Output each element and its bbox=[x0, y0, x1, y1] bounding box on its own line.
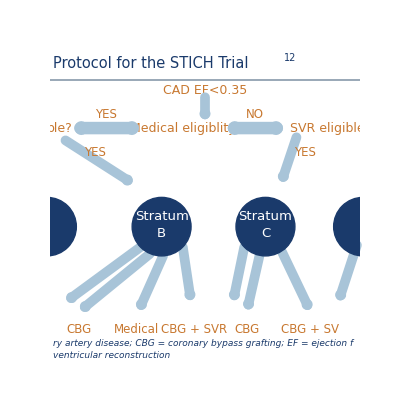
Text: ry artery disease; CBG = coronary bypass grafting; EF = ejection f
ventricular r: ry artery disease; CBG = coronary bypass… bbox=[53, 339, 353, 360]
Text: CBG: CBG bbox=[234, 323, 260, 336]
Text: Stratum
B: Stratum B bbox=[135, 210, 188, 240]
Text: Protocol for the STICH Trial: Protocol for the STICH Trial bbox=[53, 56, 249, 71]
Text: YES: YES bbox=[294, 146, 316, 159]
Text: CBG + SV: CBG + SV bbox=[281, 323, 339, 336]
Circle shape bbox=[132, 197, 191, 256]
Text: Medical eligiblity: Medical eligiblity bbox=[130, 122, 236, 134]
Text: CAD EF<0.35: CAD EF<0.35 bbox=[163, 84, 247, 97]
Text: CBG: CBG bbox=[67, 323, 92, 336]
Text: YES: YES bbox=[84, 146, 106, 159]
Text: SVR eligible?: SVR eligible? bbox=[290, 122, 372, 134]
Text: CBG + SVR: CBG + SVR bbox=[161, 323, 227, 336]
Text: Stratum
C: Stratum C bbox=[238, 210, 292, 240]
Text: 12: 12 bbox=[284, 53, 296, 63]
Text: ble?: ble? bbox=[47, 122, 73, 134]
Circle shape bbox=[236, 197, 295, 256]
Text: YES: YES bbox=[95, 108, 117, 121]
Text: Medical: Medical bbox=[114, 323, 160, 336]
Circle shape bbox=[18, 197, 76, 256]
Text: NO: NO bbox=[246, 108, 264, 121]
Circle shape bbox=[334, 197, 392, 256]
